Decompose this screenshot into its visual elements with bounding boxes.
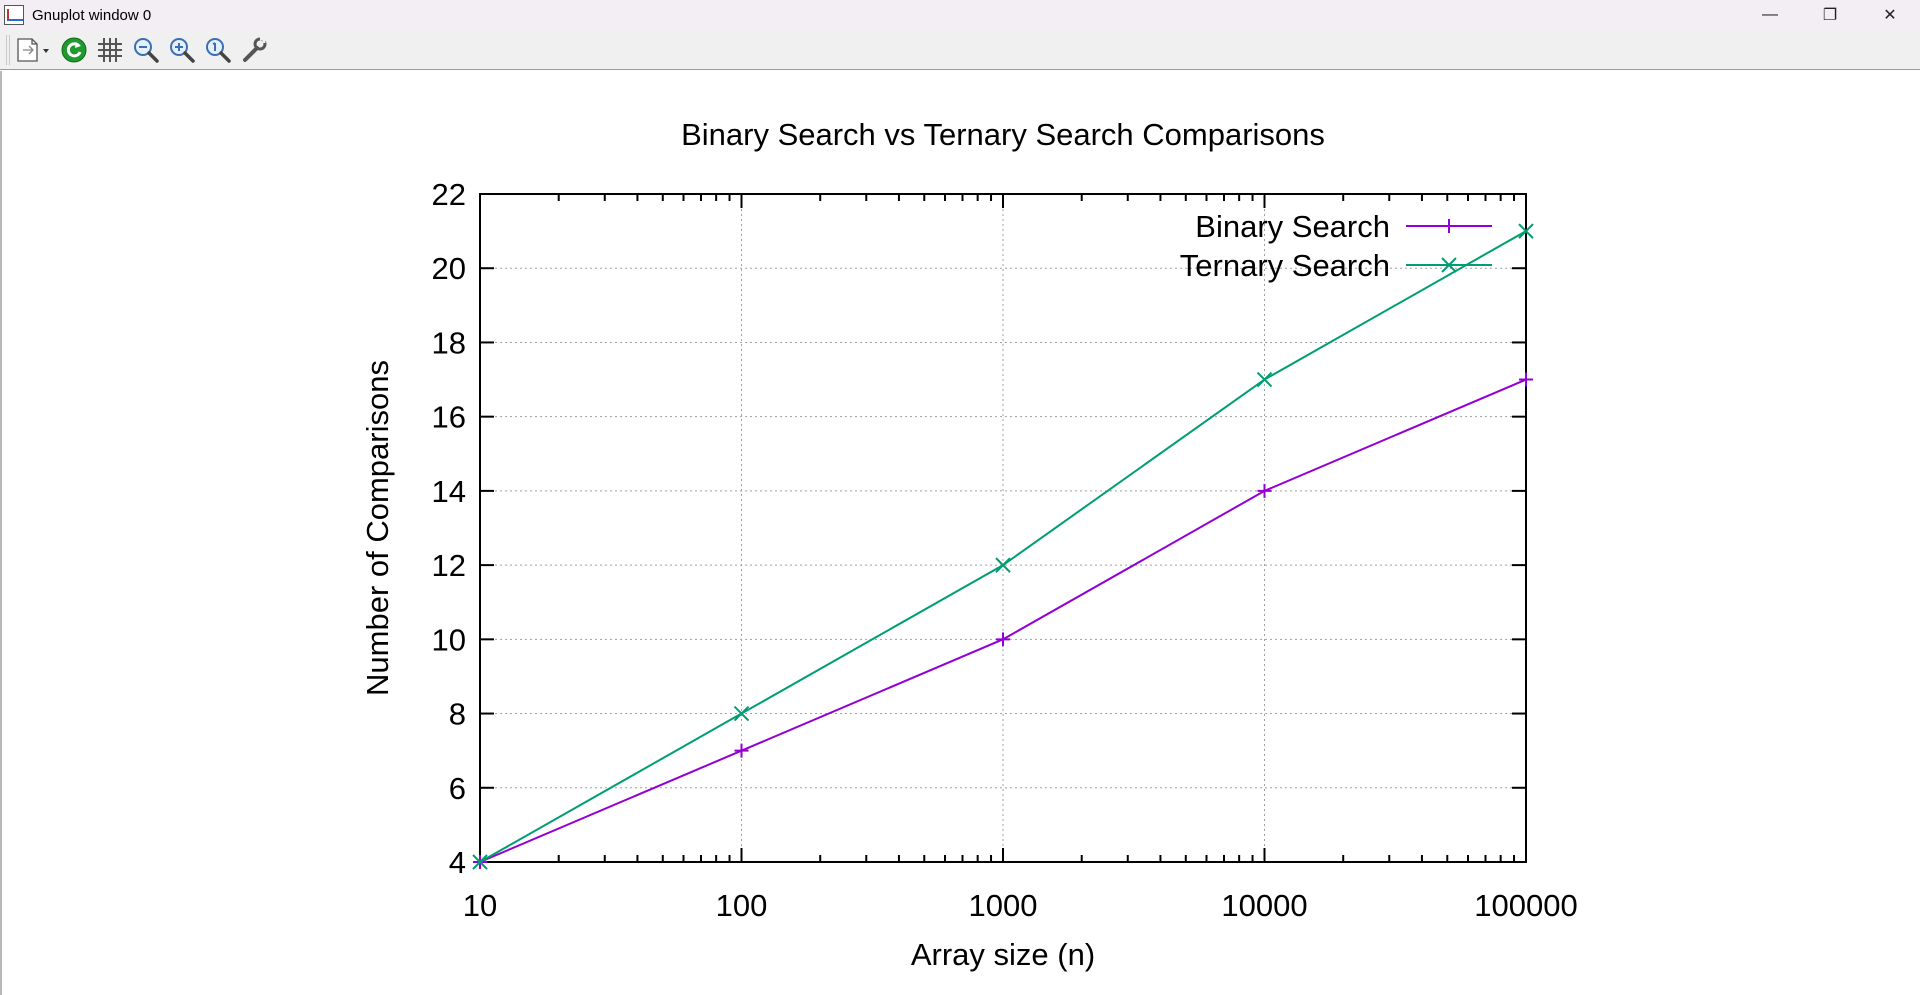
legend-label: Binary Search xyxy=(1195,209,1390,244)
x-tick-label: 1000 xyxy=(969,888,1038,923)
replot-icon xyxy=(61,37,87,62)
y-tick-label: 16 xyxy=(432,400,466,435)
gnuplot-app-icon xyxy=(4,5,24,25)
legend-marker xyxy=(1441,257,1457,273)
y-axis-label: Number of Comparisons xyxy=(360,360,395,696)
data-point xyxy=(733,705,750,722)
y-tick-label: 14 xyxy=(432,474,466,509)
copy-to-clipboard-button[interactable] xyxy=(10,33,56,67)
close-button[interactable]: ✕ xyxy=(1883,7,1897,24)
data-point xyxy=(1256,371,1273,388)
toolbar xyxy=(0,30,1920,70)
window-title: Gnuplot window 0 xyxy=(32,6,152,24)
plot-frame xyxy=(479,193,1527,863)
zoom-out-icon xyxy=(134,37,159,63)
data-point xyxy=(995,557,1011,573)
minimize-button[interactable]: — xyxy=(1762,6,1778,23)
zoom-next-button[interactable] xyxy=(164,33,200,67)
window-titlebar: Gnuplot window 0 — ❐ ✕ xyxy=(0,0,1920,30)
data-point xyxy=(1257,483,1272,498)
chart-title: Binary Search vs Ternary Search Comparis… xyxy=(681,117,1325,152)
zoom-previous-button[interactable] xyxy=(128,33,164,67)
x-axis-label: Array size (n) xyxy=(911,937,1095,972)
chart: 4 6 8 10 12 14 16 18 20 22 10 100 1000 10000 100000 Bi… xyxy=(360,117,1578,972)
toolbar-grip[interactable] xyxy=(6,34,10,65)
autoscale-button[interactable] xyxy=(200,33,236,67)
y-tick-label: 6 xyxy=(449,771,466,806)
zoom-reset-icon xyxy=(206,37,231,63)
y-tick-label: 10 xyxy=(432,622,466,657)
zoom-in-icon xyxy=(170,37,195,63)
legend: Binary Search Ternary Search xyxy=(1180,209,1492,283)
y-tick-label: 20 xyxy=(432,251,466,286)
grid-lines xyxy=(480,194,1526,862)
series-layer xyxy=(472,223,1534,870)
legend-label: Ternary Search xyxy=(1180,248,1390,283)
plot-canvas[interactable]: 4 6 8 10 12 14 16 18 20 22 10 100 1000 10000 100000 Bi… xyxy=(0,71,1920,995)
options-button[interactable] xyxy=(236,33,272,67)
y-tick-label: 22 xyxy=(432,177,466,212)
copy-dropdown-icon xyxy=(17,37,49,62)
data-point xyxy=(472,854,488,870)
y-tick-label: 18 xyxy=(432,325,466,360)
data-point xyxy=(734,743,749,758)
legend-marker xyxy=(1442,219,1456,233)
tick-labels: 4 6 8 10 12 14 16 18 20 22 10 100 1000 10000 100000 xyxy=(432,177,1578,923)
x-tick-label: 10000 xyxy=(1221,888,1307,923)
replot-button[interactable] xyxy=(56,33,92,67)
data-point xyxy=(1518,223,1534,239)
toggle-grid-button[interactable] xyxy=(92,33,128,67)
x-tick-label: 100 xyxy=(716,888,768,923)
series-ternary-search xyxy=(472,223,1534,870)
window-controls: — ❐ ✕ xyxy=(1740,0,1920,30)
y-tick-label: 8 xyxy=(449,697,466,732)
data-point xyxy=(996,632,1010,647)
x-tick-label: 100000 xyxy=(1474,888,1577,923)
y-tick-label: 12 xyxy=(432,548,466,583)
grid-icon xyxy=(98,37,122,62)
data-point xyxy=(1519,372,1533,387)
y-tick-label: 4 xyxy=(449,845,466,880)
x-tick-label: 10 xyxy=(463,888,497,923)
restore-button[interactable]: ❐ xyxy=(1822,7,1838,24)
axis-ticks xyxy=(479,193,1527,863)
wrench-icon xyxy=(243,37,267,62)
